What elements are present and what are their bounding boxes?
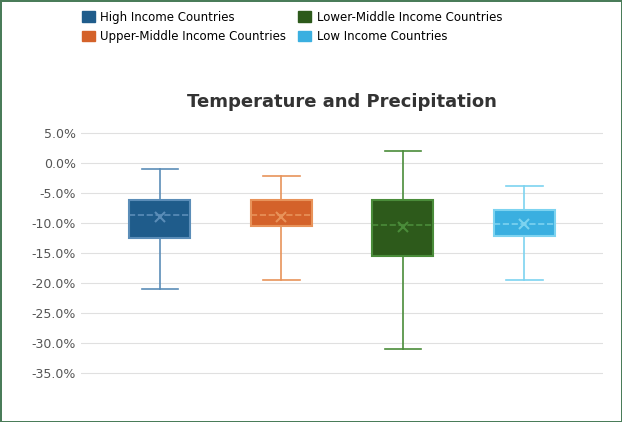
Legend: High Income Countries, Upper-Middle Income Countries, Lower-Middle Income Countr: High Income Countries, Upper-Middle Inco… — [81, 11, 503, 43]
Title: Temperature and Precipitation: Temperature and Precipitation — [187, 93, 497, 111]
Bar — [373, 200, 434, 256]
Bar — [494, 210, 555, 236]
Bar — [129, 200, 190, 238]
Bar — [251, 200, 312, 226]
